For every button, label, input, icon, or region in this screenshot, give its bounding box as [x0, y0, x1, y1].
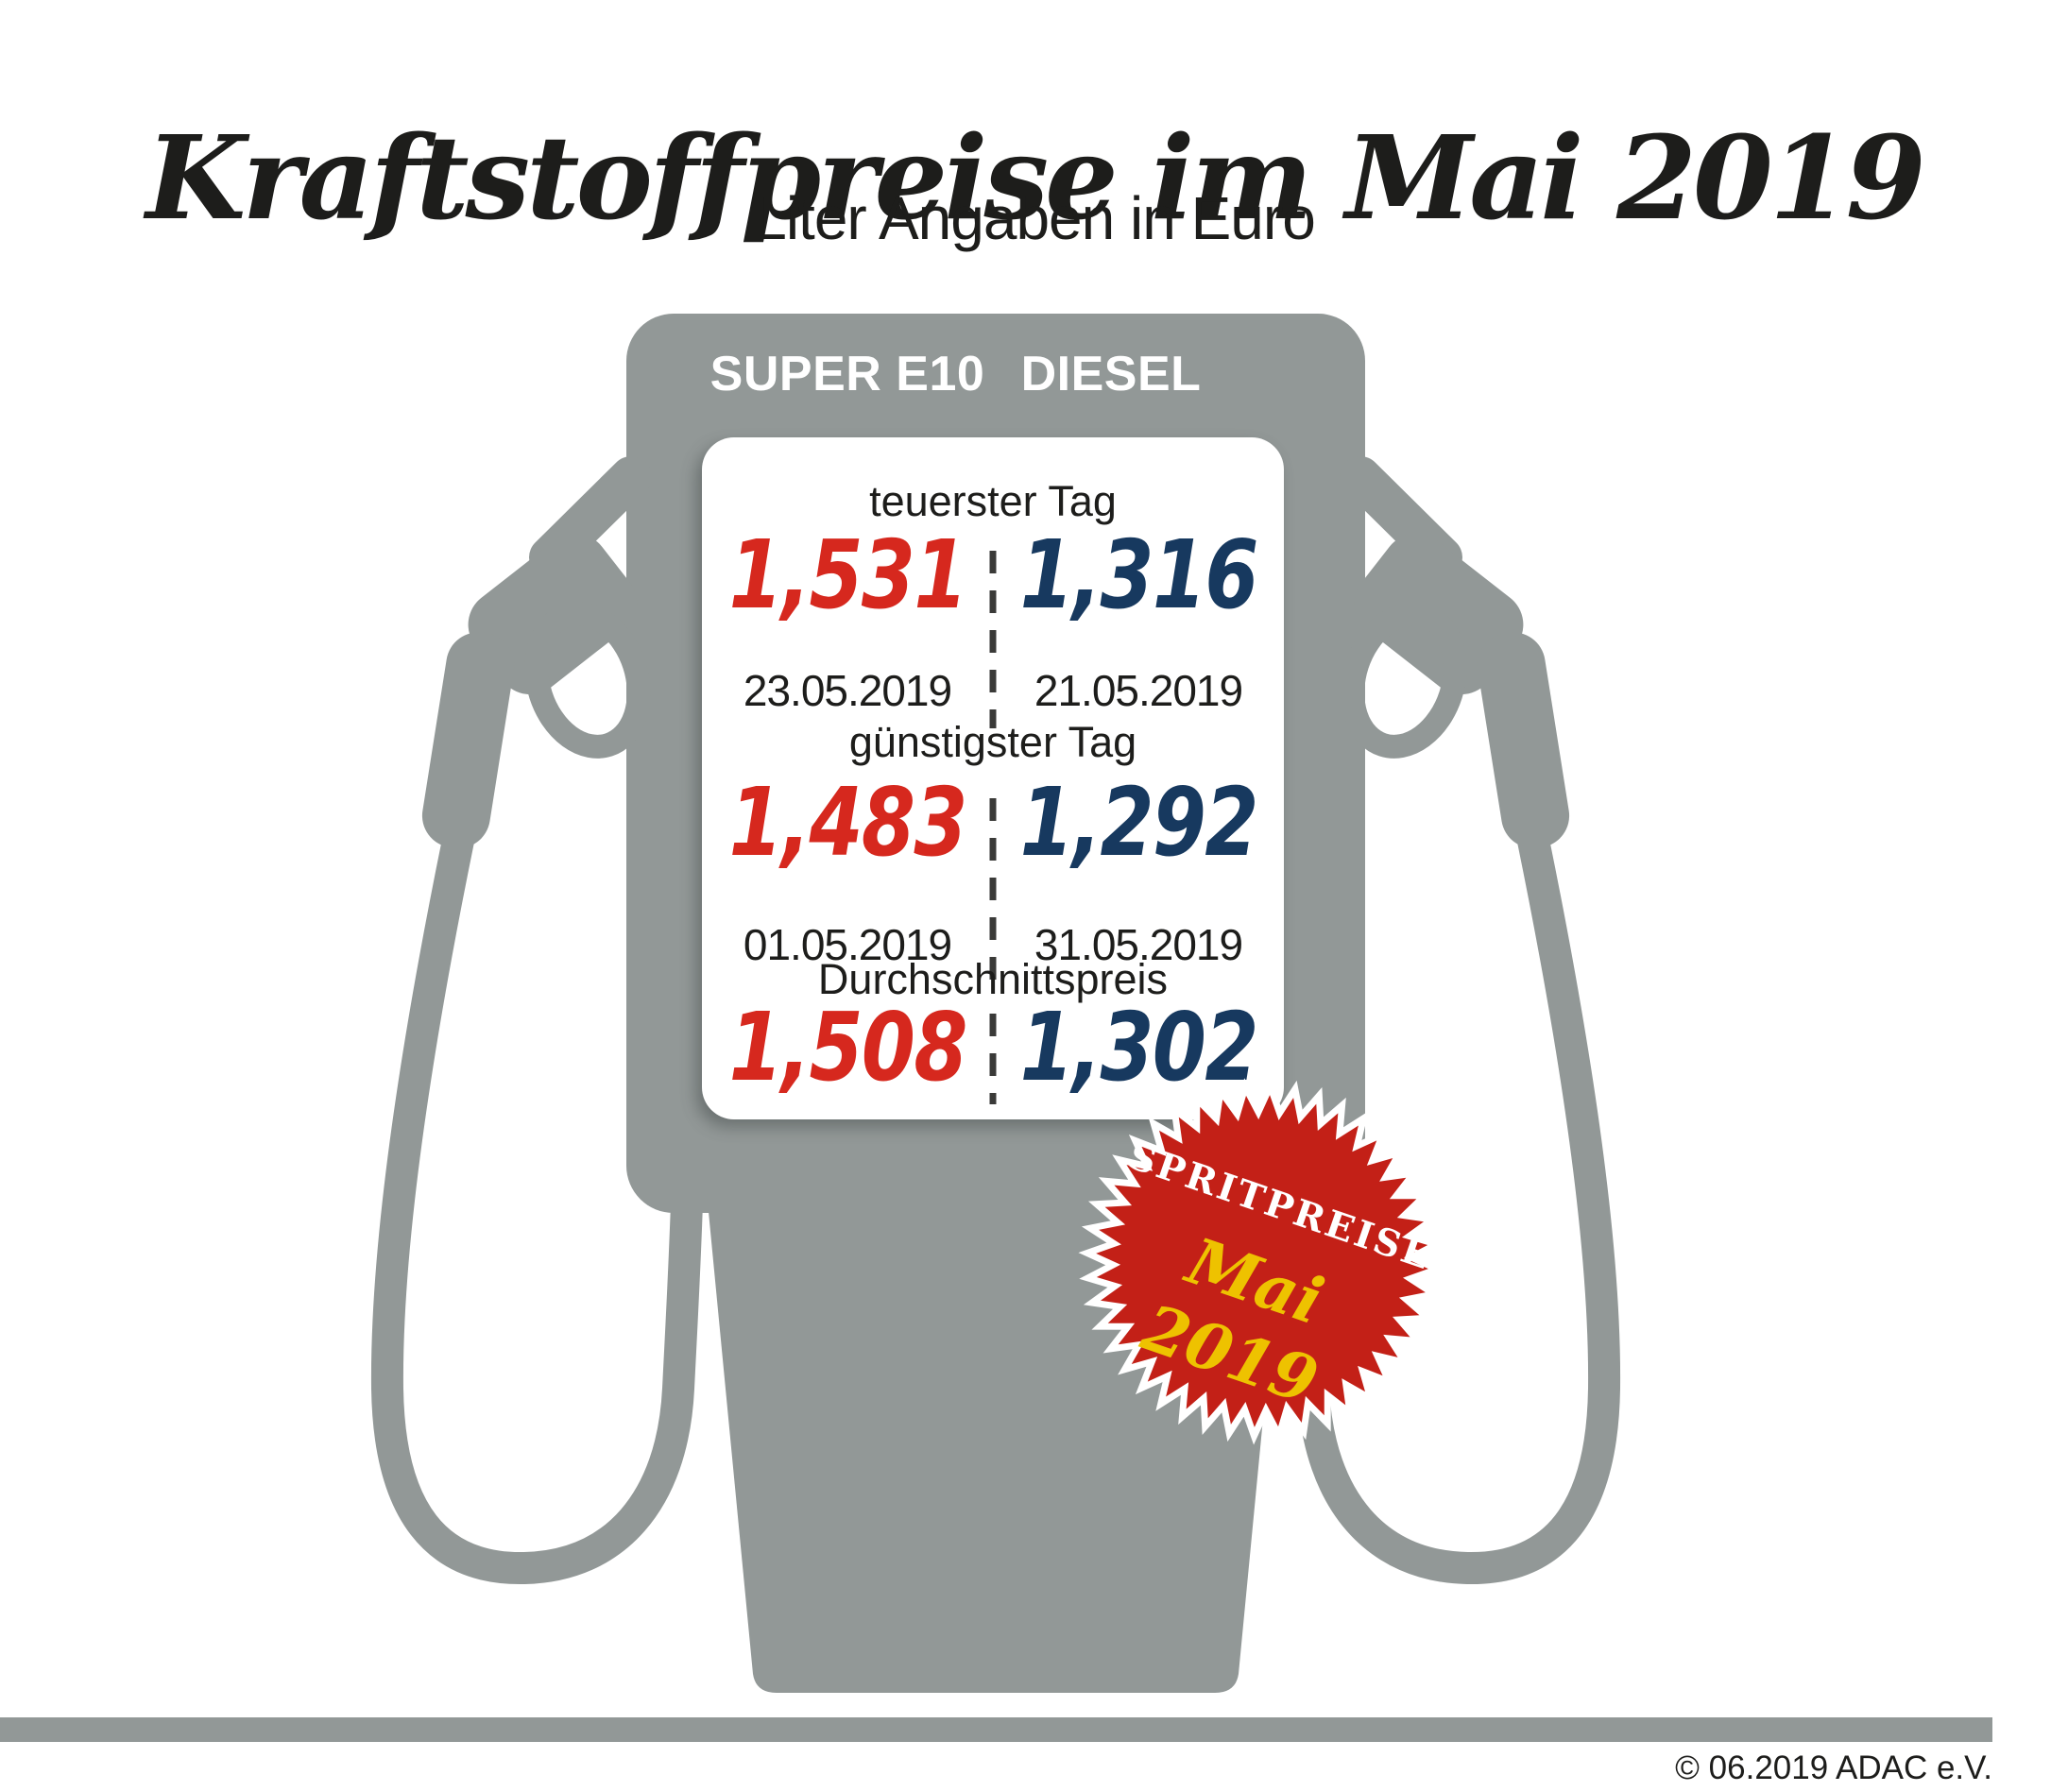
price-e10-cheapest: 1,483 — [728, 767, 967, 878]
date-e10-cheapest: 01.05.2019 — [743, 920, 952, 969]
price-row-cheapest: 1,483 1,292 — [702, 776, 1284, 898]
price-e10-average: 1,508 — [728, 992, 967, 1102]
date-row-most-expensive: 23.05.2019 21.05.2019 — [702, 669, 1284, 712]
column-header-super-e10: SUPER E10 — [709, 347, 985, 401]
date-diesel-cheapest: 31.05.2019 — [1034, 920, 1243, 969]
hose-left-icon — [370, 815, 704, 1585]
dashed-divider-3 — [989, 1014, 997, 1104]
price-row-most-expensive: 1,531 1,316 — [702, 528, 1284, 651]
footer-bar — [0, 1717, 1992, 1742]
price-diesel-average: 1,302 — [1019, 992, 1258, 1102]
spritpreise-badge: SPRITPREISE Mai 2019 — [1078, 1077, 1446, 1445]
price-diesel-most-expensive: 1,316 — [1019, 520, 1258, 630]
starburst-icon — [1078, 1077, 1446, 1445]
page-title: Kraftstoffpreise im Mai 2019 — [145, 109, 1925, 246]
date-row-cheapest: 01.05.2019 31.05.2019 — [702, 923, 1284, 966]
section-label-average-price: Durchschnittspreis — [817, 955, 1169, 1003]
price-row-average: 1,508 1,302 — [702, 1000, 1284, 1123]
dashed-divider-1 — [989, 551, 997, 728]
price-panel: teuerster Tag 1,531 1,316 23.05.2019 21.… — [702, 437, 1284, 1119]
date-e10-most-expensive: 23.05.2019 — [743, 666, 952, 715]
copyright-text: © 06.2019 ADAC e.V. — [1675, 1749, 1992, 1786]
section-label-cheapest-day: günstigster Tag — [848, 718, 1137, 766]
page-subtitle: Liter Angaben in Euro — [753, 184, 1316, 252]
price-diesel-cheapest: 1,292 — [1019, 767, 1258, 878]
nozzle-right-icon — [1340, 456, 1570, 849]
price-e10-most-expensive: 1,531 — [728, 520, 967, 630]
dashed-divider-2 — [989, 798, 997, 980]
section-label-most-expensive-day: teuerster Tag — [869, 477, 1117, 525]
nozzle-left-icon — [421, 456, 652, 849]
column-header-diesel: DIESEL — [1020, 347, 1202, 401]
date-diesel-most-expensive: 21.05.2019 — [1034, 666, 1243, 715]
